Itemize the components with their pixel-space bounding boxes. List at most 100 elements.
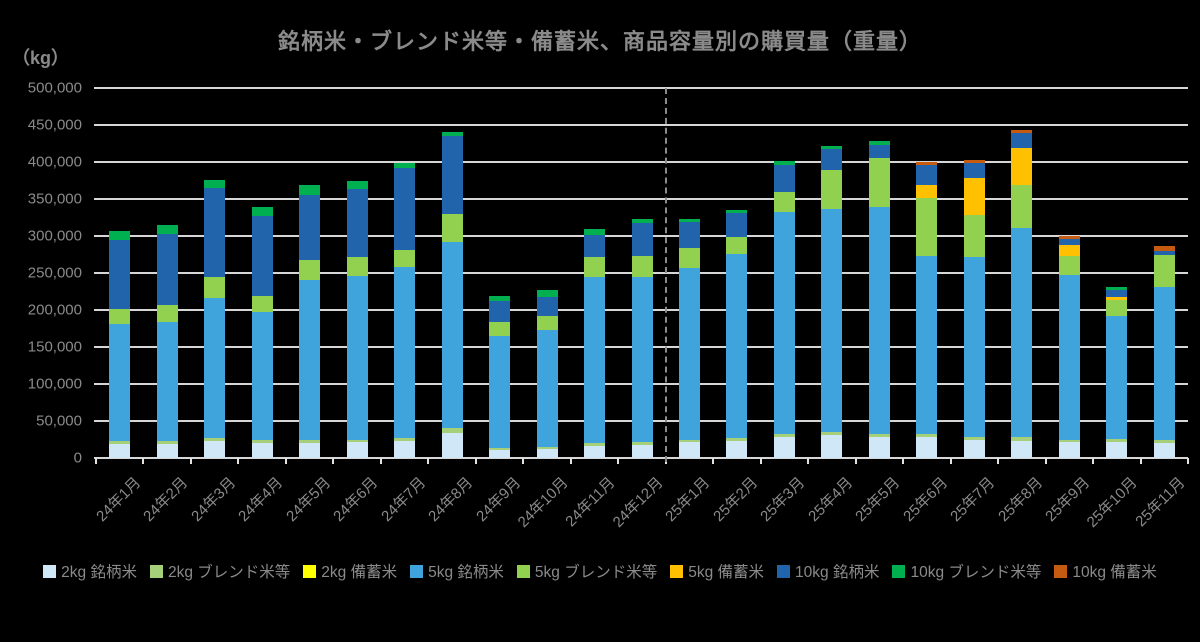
bar-segment — [156, 234, 178, 306]
x-axis-label: 24年6月 — [330, 474, 382, 526]
bar-segment — [441, 432, 463, 458]
bar-segment — [1153, 439, 1175, 444]
bar-segment — [821, 170, 843, 209]
x-axis-tick — [712, 458, 715, 464]
x-axis-line — [94, 457, 1188, 459]
legend-item: 10kg 銘柄米 — [777, 560, 879, 582]
x-axis-label: 24年8月 — [425, 474, 477, 526]
legend-item-label: 5kg 銘柄米 — [428, 564, 504, 581]
gridline — [94, 87, 1188, 89]
bar-segment — [1153, 255, 1175, 288]
x-axis-tick — [142, 458, 145, 464]
bar-segment — [916, 434, 938, 438]
x-axis-tick — [902, 458, 905, 464]
legend-item-label: 10kg 備蓄米 — [1072, 564, 1157, 581]
x-axis-tick — [807, 458, 810, 464]
bar-segment — [156, 225, 178, 235]
y-axis-tick-label: 300,000 — [27, 227, 82, 245]
x-axis-label: 24年2月 — [140, 474, 192, 526]
y-axis-tick-label: 250,000 — [27, 264, 82, 282]
bar-segment — [963, 256, 985, 437]
bar-segment — [773, 191, 795, 212]
bar-segment — [299, 195, 321, 261]
bar-segment — [156, 440, 178, 444]
bar-segment — [299, 443, 321, 458]
x-axis-label: 24年5月 — [282, 474, 334, 526]
bar-segment — [773, 164, 795, 192]
bar-segment — [773, 434, 795, 438]
legend-item-label: 10kg ブレンド米等 — [910, 564, 1042, 581]
bar-segment — [489, 321, 511, 336]
bar-segment — [204, 179, 226, 188]
bar-segment — [1058, 244, 1080, 256]
x-axis-tick — [189, 458, 192, 464]
bar-segment — [678, 218, 700, 223]
legend-item: 5kg 銘柄米 — [410, 560, 504, 582]
x-axis-tick — [949, 458, 952, 464]
bar-segment — [821, 432, 843, 436]
bar-segment — [1011, 440, 1033, 458]
bar-segment — [868, 207, 890, 434]
legend-swatch — [670, 564, 684, 578]
bar-segment — [489, 295, 511, 302]
legend-item: 2kg ブレンド米等 — [149, 560, 290, 582]
legend-item: 10kg 備蓄米 — [1054, 560, 1157, 582]
bar-segment — [109, 308, 131, 324]
x-axis-tick — [237, 458, 240, 464]
year-separator-dashed-line — [664, 88, 667, 462]
bar-segment — [1058, 439, 1080, 443]
bar-segment — [251, 206, 273, 216]
bar-segment — [963, 215, 985, 257]
bar-segment — [394, 438, 416, 442]
legend-item-label: 2kg 銘柄米 — [61, 564, 137, 581]
bar-segment — [584, 446, 606, 458]
bar-segment — [1058, 275, 1080, 440]
bar-segment — [346, 439, 368, 443]
y-axis-tick-label: 350,000 — [27, 190, 82, 208]
bar-segment — [916, 256, 938, 435]
bar-segment — [536, 289, 558, 298]
bar-segment — [489, 449, 511, 458]
x-axis-label: 25年8月 — [995, 474, 1046, 526]
bar-segment — [251, 215, 273, 296]
bar-segment — [346, 188, 368, 258]
x-axis-label: 24年7月 — [377, 474, 429, 526]
x-axis-tick — [522, 458, 525, 464]
bar-segment — [204, 438, 226, 442]
bar-segment — [631, 255, 653, 277]
bar-segment — [204, 277, 226, 299]
bar-segment — [868, 158, 890, 208]
legend-item-label: 5kg ブレンド米等 — [534, 564, 658, 581]
x-axis-label: 24年3月 — [187, 474, 239, 526]
y-axis-tick-label: 500,000 — [27, 79, 82, 97]
bar-segment — [726, 213, 748, 238]
bar-segment — [251, 312, 273, 440]
plot-area — [94, 87, 1189, 464]
bar-segment — [631, 223, 653, 256]
bar-segment — [394, 167, 416, 250]
x-axis-tick — [1187, 458, 1189, 464]
bar-segment — [631, 441, 653, 445]
bar-segment — [821, 145, 843, 150]
bar-segment — [204, 187, 226, 278]
bar-segment — [916, 162, 938, 165]
bar-segment — [299, 280, 321, 441]
bar-segment — [1106, 442, 1128, 458]
x-axis-tick — [332, 458, 335, 464]
legend-item: 10kg ブレンド米等 — [892, 560, 1041, 582]
legend-item-label: 10kg 銘柄米 — [795, 564, 880, 581]
x-axis-label: 25年3月 — [757, 474, 809, 526]
y-axis-tick-label: 450,000 — [27, 116, 82, 134]
bar-segment — [1011, 133, 1033, 148]
bar-segment — [726, 237, 748, 255]
bar-segment — [441, 427, 463, 433]
bar-segment — [963, 162, 985, 179]
bar-segment — [821, 435, 843, 458]
legend-item-label: 2kg 備蓄米 — [321, 564, 398, 581]
bar-segment — [916, 164, 938, 185]
bar-segment — [773, 161, 795, 165]
bar-segment — [489, 301, 511, 322]
bar-segment — [868, 145, 890, 159]
bar-segment — [916, 198, 938, 256]
bar-segment — [251, 443, 273, 458]
